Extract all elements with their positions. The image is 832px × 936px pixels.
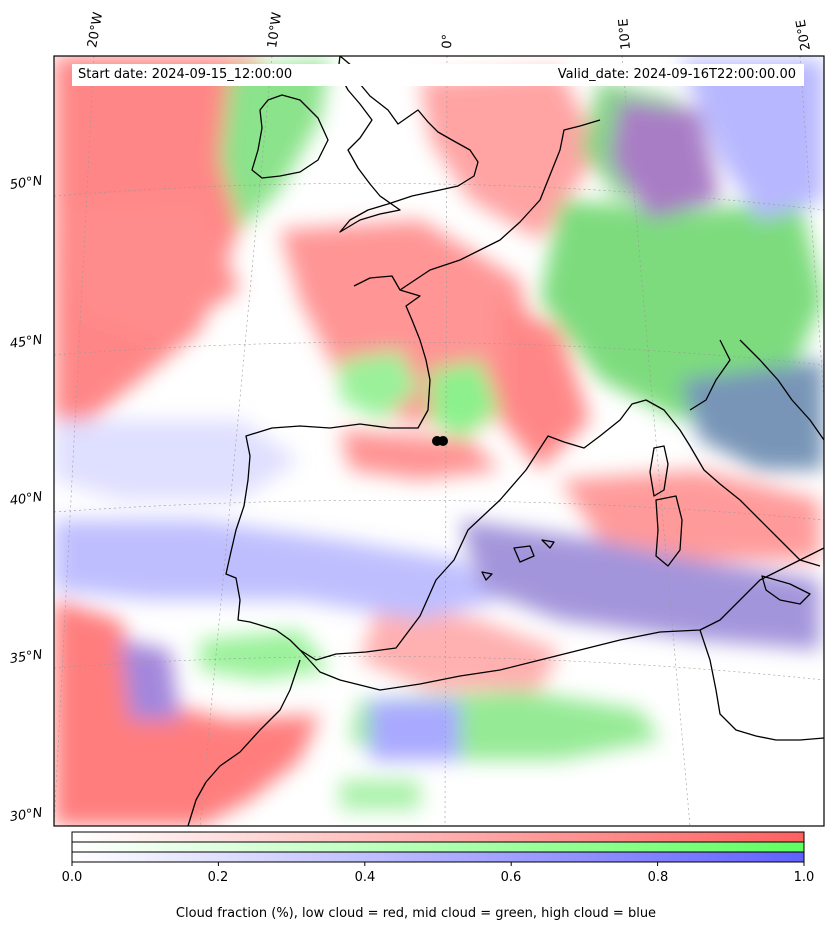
date-header: Start date: 2024-09-15_12:00:00 Valid_da…	[72, 64, 804, 86]
colorbar	[71, 831, 805, 866]
colorbar-tick-2: 0.4	[354, 870, 376, 885]
colorbar-high-band	[71, 851, 805, 863]
colorbar-low-band	[71, 831, 805, 843]
location-marker	[432, 436, 448, 446]
colorbar-mid-band	[71, 841, 805, 853]
colorbar-tick-5: 1.0	[793, 870, 815, 885]
colorbar-tick-0: 0.0	[61, 870, 83, 885]
colorbar-tick-3: 0.6	[500, 870, 522, 885]
map-frame	[53, 55, 825, 827]
start-date-text: Start date: 2024-09-15_12:00:00	[78, 67, 293, 82]
coastlines	[187, 56, 824, 826]
lon-label-10e: 10°E	[616, 17, 634, 51]
colorbar-tick-1: 0.2	[207, 870, 229, 885]
colorbar-tick-4: 0.8	[647, 870, 669, 885]
valid-date-text: Valid_date: 2024-09-16T22:00:00.00	[557, 67, 796, 82]
cloud-field	[54, 56, 824, 826]
lon-label-0: 0°	[440, 33, 456, 49]
colorbar-caption: Cloud fraction (%), low cloud = red, mid…	[175, 906, 657, 921]
